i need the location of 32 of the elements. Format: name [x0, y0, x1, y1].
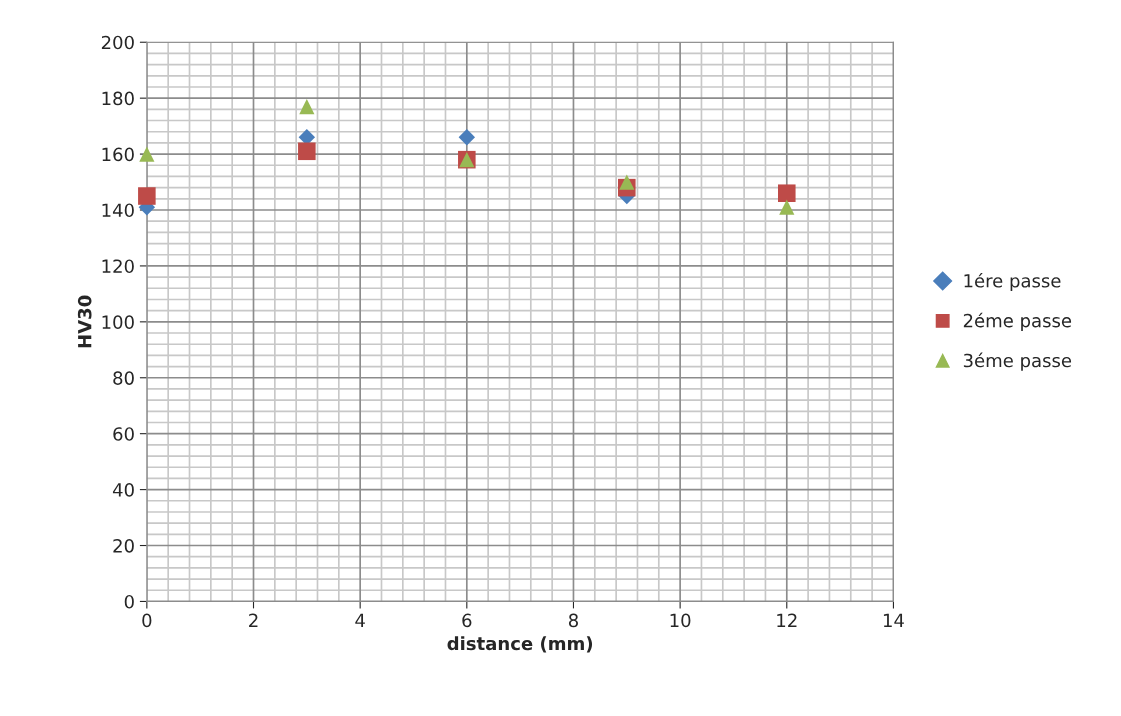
y-tick-label: 200 [101, 35, 134, 50]
y-tick-label: 20 [113, 538, 134, 553]
x-tick-label: 2 [249, 613, 258, 627]
x-tick-label: 10 [670, 613, 691, 628]
legend-label: 1ére passe [964, 272, 1061, 292]
y-tick-label: 60 [113, 427, 134, 441]
y-tick-label: 120 [102, 259, 134, 274]
y-tick-label: 40 [112, 483, 134, 497]
y-tick-label: 160 [102, 147, 134, 162]
legend-label: 3éme passe [963, 352, 1072, 371]
point [619, 174, 635, 190]
point [458, 129, 476, 146]
point [138, 187, 156, 205]
x-tick-label: 6 [462, 613, 472, 628]
point [139, 146, 155, 162]
point [299, 98, 315, 115]
y-axis-title: HV30 [77, 295, 92, 348]
y-tick-label: 100 [102, 315, 134, 329]
point [778, 184, 796, 203]
x-tick-label: 8 [568, 613, 578, 628]
point [298, 142, 316, 161]
y-tick-label: 140 [102, 203, 134, 218]
x-axis-title: distance (mm) [447, 636, 593, 653]
y-tick-label: 0 [124, 594, 134, 609]
y-tick-label: 80 [113, 371, 134, 385]
x-tick-label: 0 [142, 613, 152, 628]
x-tick-label: 12 [777, 613, 797, 627]
legend-label: 2éme passe [963, 312, 1072, 331]
x-tick-label: 14 [883, 613, 904, 627]
x-tick-label: 4 [355, 613, 365, 627]
y-tick-label: 180 [102, 91, 134, 106]
point [779, 199, 795, 215]
